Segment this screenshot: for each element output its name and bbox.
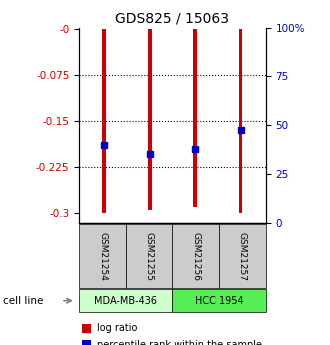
Bar (102, 29, 106, 213)
Text: HCC 1954: HCC 1954 (195, 296, 243, 306)
Bar (148, 29, 151, 210)
Text: ■: ■ (81, 322, 92, 335)
Text: GSM21254: GSM21254 (98, 232, 107, 280)
Text: ■: ■ (81, 338, 92, 345)
Text: GSM21256: GSM21256 (191, 231, 200, 281)
Text: cell line: cell line (3, 296, 44, 306)
Text: GSM21255: GSM21255 (145, 231, 154, 281)
Text: GSM21257: GSM21257 (238, 231, 247, 281)
Bar (239, 29, 243, 213)
Text: log ratio: log ratio (97, 323, 138, 333)
Text: percentile rank within the sample: percentile rank within the sample (97, 340, 262, 345)
Title: GDS825 / 15063: GDS825 / 15063 (115, 11, 229, 25)
Text: MDA-MB-436: MDA-MB-436 (94, 296, 157, 306)
Bar (193, 29, 197, 207)
